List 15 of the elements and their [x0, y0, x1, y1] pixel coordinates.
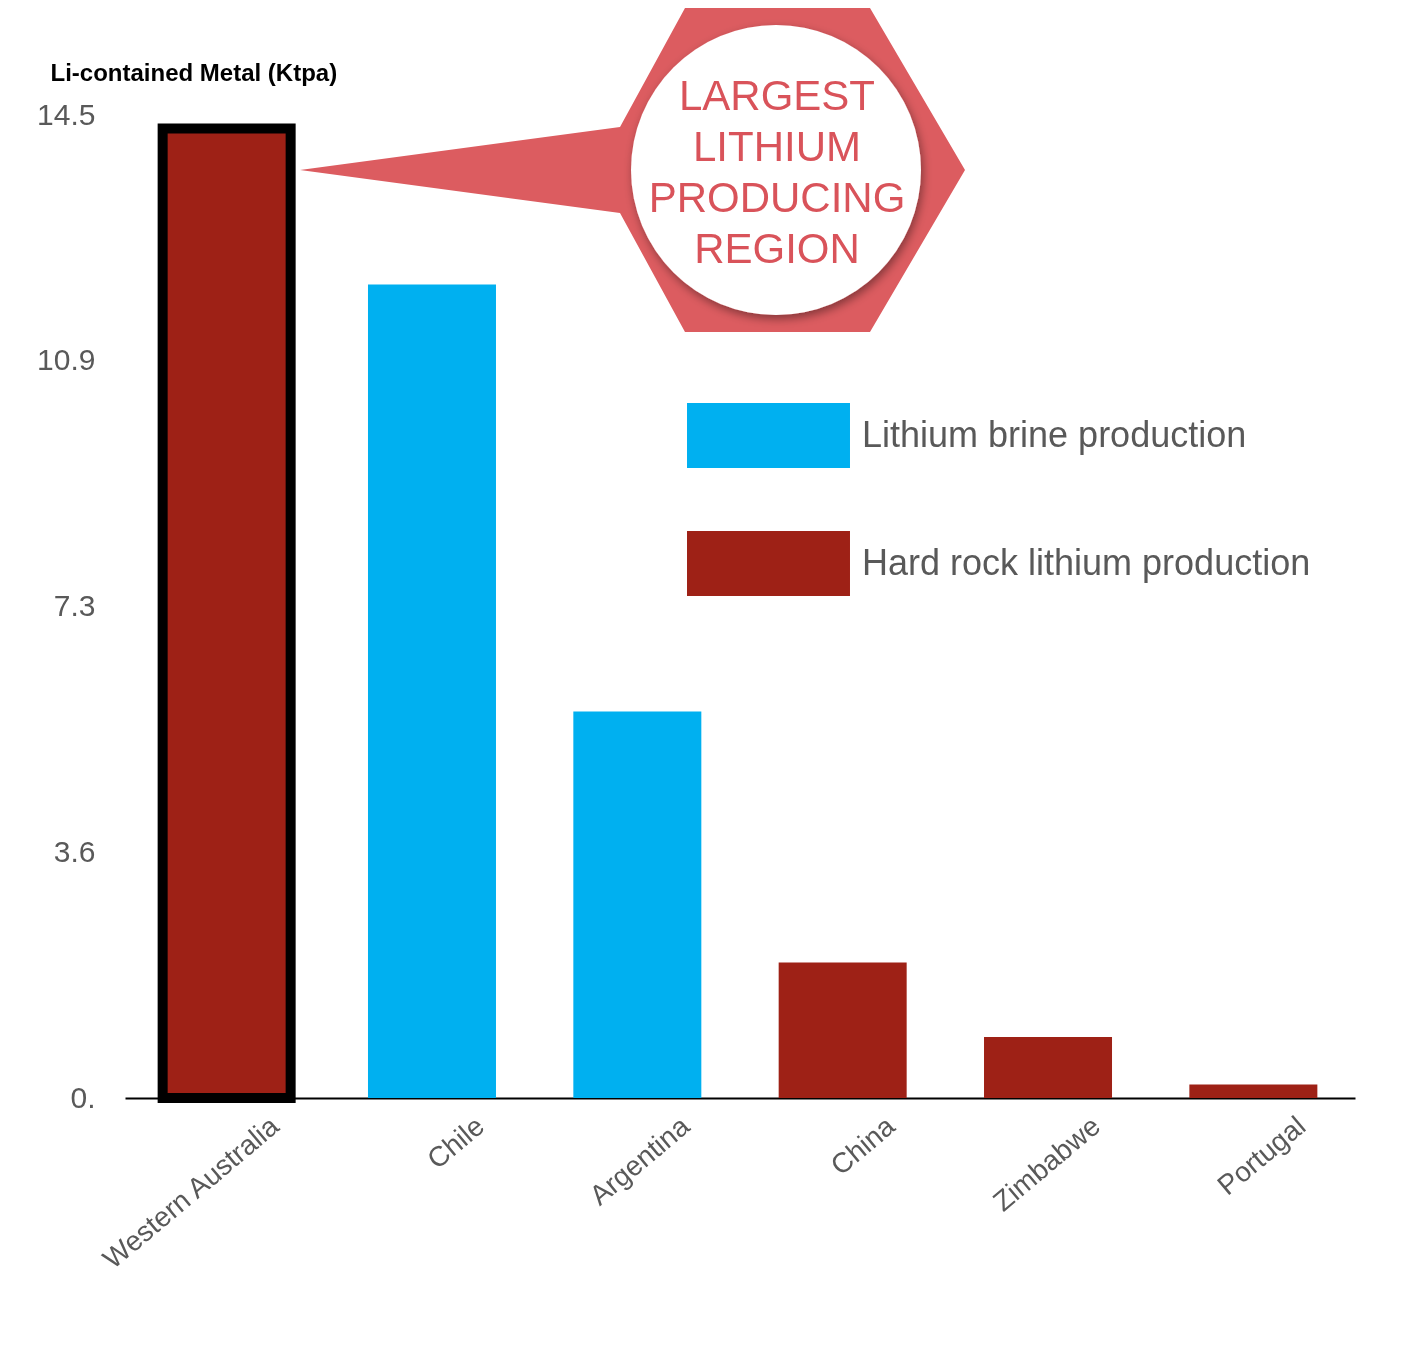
bar [1189, 1084, 1318, 1098]
bar [367, 284, 496, 1098]
y-tick-label: 7.3 [53, 589, 96, 622]
annotation: LARGEST LITHIUM PRODUCING REGION [647, 71, 907, 274]
legend-label: Lithium brine production [862, 413, 1247, 455]
y-tick-label: 10.9 [37, 343, 96, 377]
legend-label: Hard rock lithium production [862, 541, 1311, 583]
x-tick-label: Chile [421, 1110, 490, 1175]
bar [573, 711, 702, 1098]
y-tick-label: 0. [70, 1080, 96, 1114]
y-tick-label: 3.6 [53, 834, 96, 868]
bar [984, 1036, 1113, 1098]
y-axis-title: Li-contained Metal (Ktpa) [50, 58, 338, 86]
y-tick-label: 14.5 [37, 97, 96, 131]
bar [778, 962, 907, 1098]
